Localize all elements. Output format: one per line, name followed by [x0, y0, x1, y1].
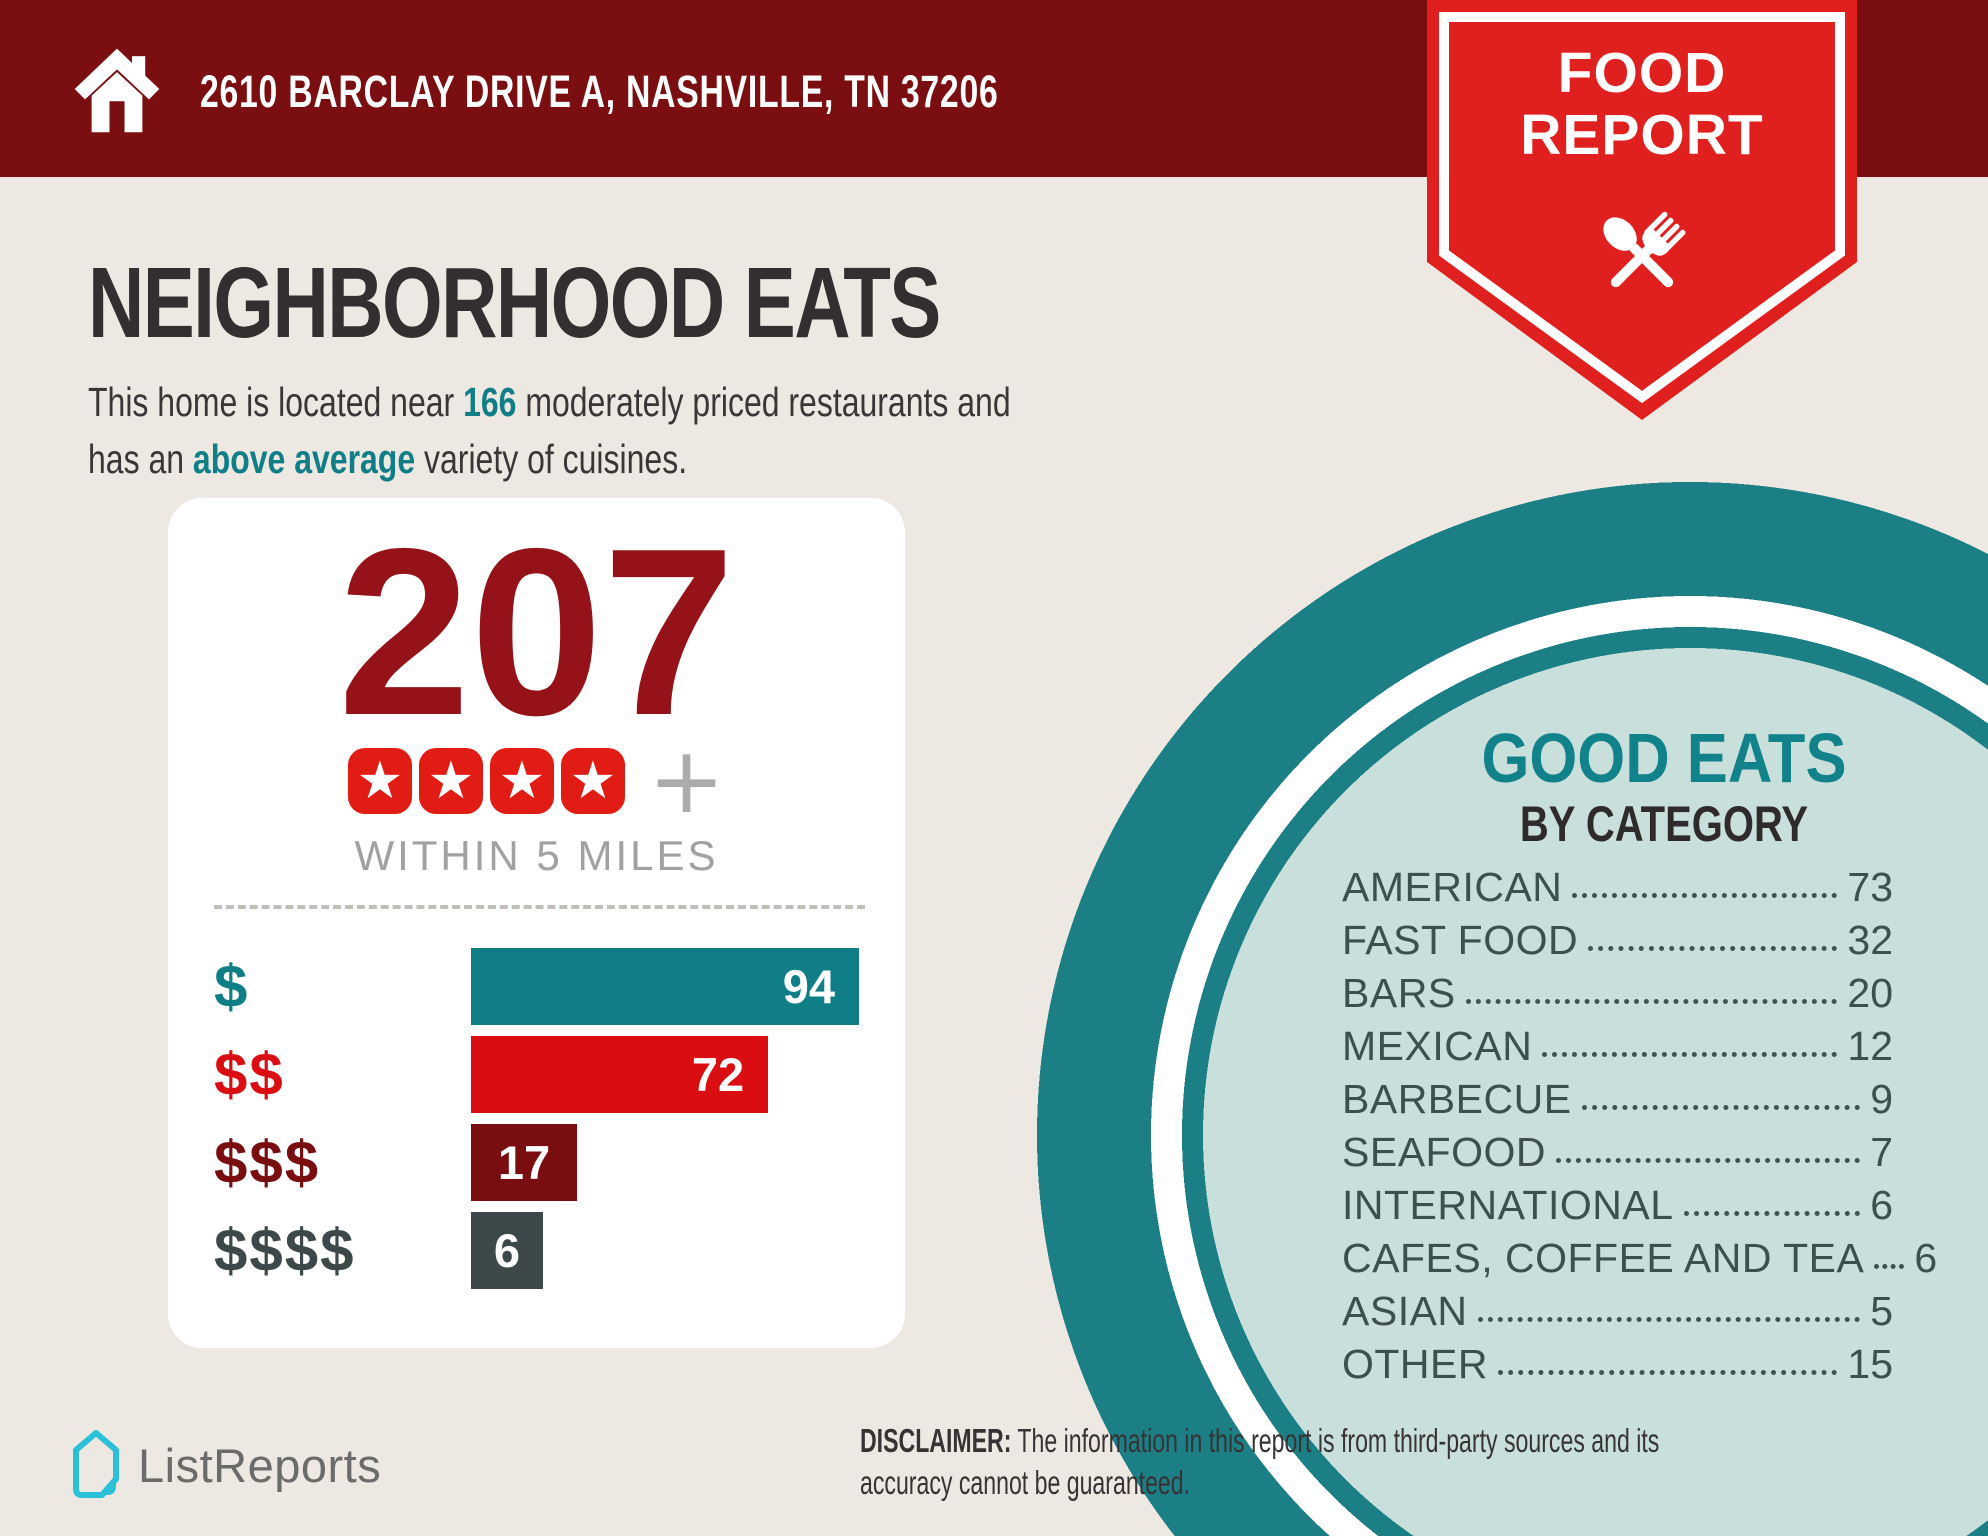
category-row: INTERNATIONAL 6	[1342, 1182, 1893, 1228]
plus-icon: +	[647, 727, 726, 834]
category-row: BARBECUE 9	[1342, 1076, 1893, 1122]
bar-row: $94	[214, 948, 889, 1025]
dotted-leader	[1588, 946, 1838, 951]
good-eats-title: GOOD EATS	[1481, 719, 1847, 797]
category-label: SEAFOOD	[1342, 1129, 1546, 1175]
category-value: 6	[1914, 1235, 1938, 1281]
category-label: AMERICAN	[1342, 864, 1563, 910]
price-tier-label: $	[214, 953, 250, 1020]
bar: 17	[471, 1124, 577, 1201]
intro-text: This home is located near 166 moderately…	[88, 374, 1011, 488]
dotted-leader	[1683, 1211, 1861, 1216]
category-value: 32	[1847, 917, 1893, 963]
crossed-spoon-fork-icon	[1603, 211, 1686, 288]
dotted-leader	[1498, 1370, 1838, 1375]
good-eats-circle	[1037, 482, 1988, 1536]
category-row: MEXICAN 12	[1342, 1023, 1893, 1069]
listreports-logo-icon	[73, 1430, 119, 1498]
star-icon: ★	[418, 748, 483, 814]
bar-value: 72	[691, 1048, 745, 1101]
dotted-leader	[1555, 1158, 1861, 1163]
category-value: 15	[1847, 1341, 1893, 1387]
category-label: ASIAN	[1342, 1288, 1468, 1334]
category-row: AMERICAN 73	[1342, 864, 1893, 910]
dotted-leader	[1874, 1264, 1905, 1269]
category-row: ASIAN 5	[1342, 1288, 1893, 1334]
category-value: 73	[1847, 864, 1893, 910]
category-row: CAFES, COFFEE AND TEA 6	[1342, 1235, 1937, 1281]
brand-name: ListReports	[138, 1438, 382, 1492]
category-value: 20	[1847, 970, 1893, 1016]
category-row: FAST FOOD 32	[1342, 917, 1893, 963]
bar-value: 6	[493, 1224, 521, 1277]
banner-line1: FOOD	[1557, 41, 1727, 105]
price-tier-bar-chart: $94 $$ 72 $$$ 17 $$$$ 6	[214, 948, 889, 1300]
category-value: 6	[1870, 1182, 1893, 1228]
category-row: BARS 20	[1342, 970, 1893, 1016]
star-icon: ★	[347, 748, 412, 814]
price-tier-label: $$	[214, 1041, 285, 1108]
star-icon: ★	[560, 748, 625, 814]
category-value: 9	[1870, 1076, 1893, 1122]
total-restaurants: 207	[337, 500, 736, 765]
property-address: 2610 BARCLAY DRIVE A, NASHVILLE, TN 3720…	[200, 66, 999, 117]
bar-value: 94	[782, 960, 835, 1013]
dotted-leader	[1581, 1105, 1861, 1110]
bar-row: $$$ 17	[214, 1124, 889, 1201]
bar: 72	[471, 1036, 769, 1113]
dotted-leader	[1465, 999, 1838, 1004]
banner-title: FOOD REPORT	[1427, 42, 1857, 166]
bar-value: 17	[497, 1136, 551, 1189]
good-eats-subtitle: BY CATEGORY	[1519, 796, 1809, 852]
price-tier-label: $$$$	[214, 1217, 356, 1284]
category-label: OTHER	[1342, 1341, 1488, 1387]
restaurant-count: 166	[463, 379, 517, 425]
home-icon	[74, 48, 160, 133]
good-eats-category-list: AMERICAN 73 FAST FOOD 32 BARS 20 MEXICAN 12 BARB…	[1342, 864, 1937, 1394]
bar-row: $$$$ 6	[214, 1212, 889, 1289]
price-tier-label: $$$	[214, 1129, 321, 1196]
intro-line2: has an above average variety of cuisines…	[88, 436, 688, 482]
disclaimer-label: DISCLAIMER:	[860, 1422, 1012, 1459]
page-title: NEIGHBORHOOD EATS	[88, 247, 941, 359]
category-value: 12	[1847, 1023, 1893, 1069]
dotted-leader	[1477, 1317, 1861, 1322]
category-value: 5	[1870, 1288, 1893, 1334]
category-label: MEXICAN	[1342, 1023, 1533, 1069]
food-report-banner: FOOD REPORT	[1427, 0, 1857, 424]
category-label: FAST FOOD	[1342, 917, 1579, 963]
bar: 94	[471, 948, 859, 1025]
category-label: BARS	[1342, 970, 1456, 1016]
bar-row: $$ 72	[214, 1036, 889, 1113]
banner-ribbon-shape	[1427, 0, 1857, 420]
category-label: BARBECUE	[1342, 1076, 1572, 1122]
star-rating: ★ ★ ★ ★ +	[168, 727, 905, 834]
dashed-divider	[214, 905, 865, 909]
listreports-brand: ListReports	[72, 1428, 381, 1502]
dotted-leader	[1572, 893, 1838, 898]
intro-line1: This home is located near 166 moderately…	[88, 379, 1011, 425]
banner-line2: REPORT	[1520, 103, 1764, 167]
bar: 6	[471, 1212, 543, 1289]
star-icon: ★	[489, 748, 554, 814]
disclaimer: DISCLAIMER: The information in this repo…	[860, 1422, 1660, 1501]
category-row: SEAFOOD 7	[1342, 1129, 1893, 1175]
category-value: 7	[1870, 1129, 1893, 1175]
variety-highlight: above average	[192, 436, 416, 482]
category-label: INTERNATIONAL	[1342, 1182, 1674, 1228]
radius-label: WITHIN 5 MILES	[354, 832, 719, 879]
stats-card: 207 ★ ★ ★ ★ + WITHIN 5 MILES $94 $$ 72 $$$ 17 $$$…	[168, 498, 905, 1348]
category-label: CAFES, COFFEE AND TEA	[1342, 1235, 1865, 1281]
category-row: OTHER 15	[1342, 1341, 1893, 1387]
dotted-leader	[1542, 1052, 1838, 1057]
